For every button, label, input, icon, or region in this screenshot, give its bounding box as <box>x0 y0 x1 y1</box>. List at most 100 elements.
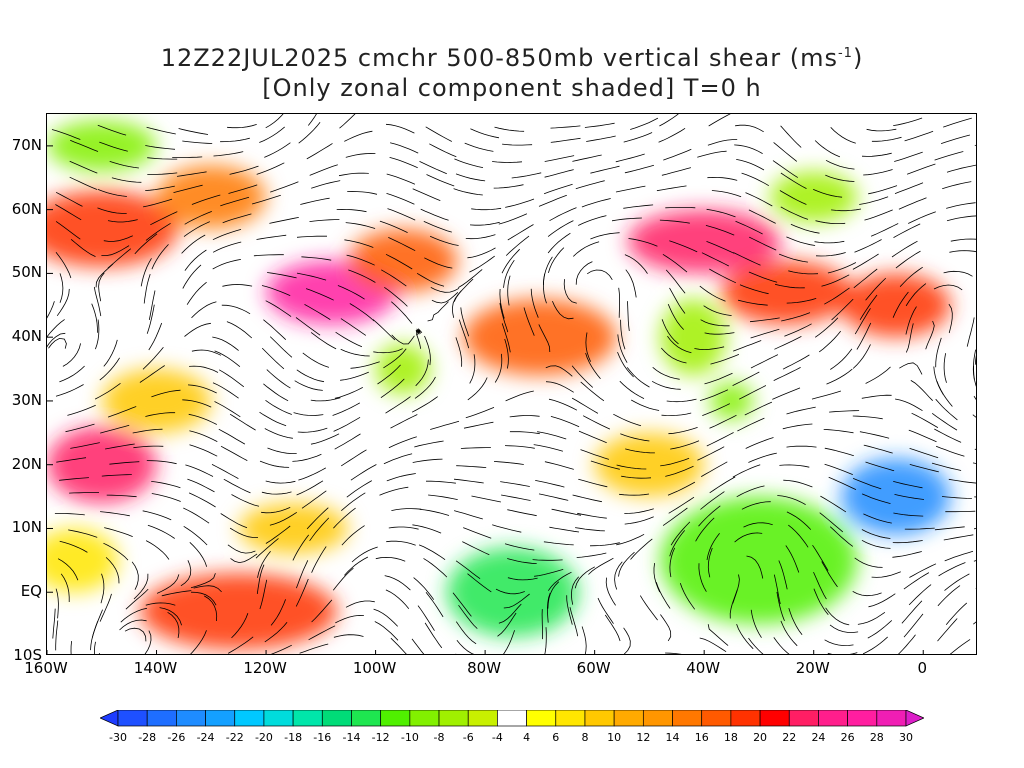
streamline <box>385 253 413 270</box>
streamline <box>453 510 483 520</box>
streamline <box>150 211 178 226</box>
streamline <box>861 152 892 157</box>
streamline <box>532 559 563 561</box>
streamline <box>267 272 297 279</box>
streamline <box>471 495 501 503</box>
streamline <box>373 348 403 354</box>
streamline <box>147 524 175 539</box>
streamline <box>503 593 530 609</box>
streamline <box>780 620 798 647</box>
streamline <box>259 126 285 143</box>
streamline <box>865 277 887 301</box>
streamline <box>909 448 939 459</box>
streamlines <box>47 114 976 654</box>
streamline <box>100 511 130 517</box>
colorbar-label: -20 <box>254 731 273 744</box>
streamline <box>893 117 923 126</box>
streamline <box>859 431 890 439</box>
streamline <box>414 376 436 399</box>
streamline <box>623 204 654 209</box>
streamline <box>350 464 377 481</box>
streamline <box>220 196 250 207</box>
streamline <box>614 561 623 590</box>
streamline <box>182 264 202 289</box>
streamline <box>679 582 696 610</box>
streamline <box>133 573 149 600</box>
streamline <box>146 126 176 135</box>
streamline <box>944 573 970 591</box>
streamline <box>107 219 138 223</box>
streamline <box>182 140 213 144</box>
streamline <box>189 365 219 373</box>
streamline <box>940 134 971 144</box>
colorbar-label: 4 <box>523 731 531 744</box>
colorbar-swatch <box>263 710 294 727</box>
streamline <box>101 474 132 477</box>
streamline <box>859 294 878 321</box>
streamline <box>183 507 210 524</box>
streamline <box>332 402 360 416</box>
streamline <box>824 463 853 475</box>
streamline <box>60 573 70 602</box>
streamline <box>333 634 364 638</box>
streamline <box>786 406 816 415</box>
streamline <box>575 261 593 285</box>
streamline <box>705 225 735 236</box>
lon-label: 60W <box>576 659 611 677</box>
streamline <box>895 250 921 269</box>
streamline <box>93 641 96 654</box>
streamline <box>56 457 87 463</box>
streamline <box>909 464 939 473</box>
streamline <box>748 271 778 283</box>
lat-label: 20N <box>11 454 42 473</box>
streamline <box>814 317 839 338</box>
streamline <box>105 443 135 450</box>
streamline <box>776 591 785 622</box>
streamline <box>380 269 407 287</box>
streamline <box>785 545 800 573</box>
streamline <box>948 303 953 334</box>
streamline <box>575 180 605 190</box>
streamline <box>811 390 842 400</box>
streamline <box>813 588 829 616</box>
streamline <box>429 235 459 246</box>
streamline <box>492 161 523 163</box>
streamline <box>788 607 803 636</box>
streamline <box>340 449 367 467</box>
streamline <box>309 517 330 542</box>
streamline <box>302 352 330 368</box>
streamline <box>570 576 580 605</box>
streamline <box>892 551 922 558</box>
streamline <box>778 253 808 263</box>
streamline <box>311 599 333 623</box>
streamline <box>576 552 607 558</box>
streamline <box>499 303 509 333</box>
streamline <box>820 495 847 513</box>
streamline <box>385 396 411 414</box>
streamline <box>379 486 409 496</box>
streamline <box>503 259 515 288</box>
streamline <box>226 321 253 339</box>
streamline <box>624 254 648 274</box>
streamline <box>698 505 721 527</box>
streamline <box>906 163 936 175</box>
streamline <box>416 328 422 349</box>
streamline <box>661 412 692 417</box>
streamline <box>707 139 738 146</box>
streamline <box>269 217 299 224</box>
streamline <box>231 613 249 639</box>
streamline <box>819 512 844 533</box>
streamline <box>453 188 483 196</box>
shear-region <box>594 432 705 497</box>
streamline <box>227 544 256 554</box>
streamline <box>772 387 801 400</box>
streamline <box>345 153 376 158</box>
streamline <box>891 240 918 258</box>
streamline <box>899 266 923 287</box>
streamline <box>945 602 968 625</box>
streamline <box>901 600 923 624</box>
colorbar-swatch <box>176 710 206 727</box>
streamline <box>257 550 271 578</box>
streamline <box>745 192 773 207</box>
streamline <box>132 428 163 434</box>
